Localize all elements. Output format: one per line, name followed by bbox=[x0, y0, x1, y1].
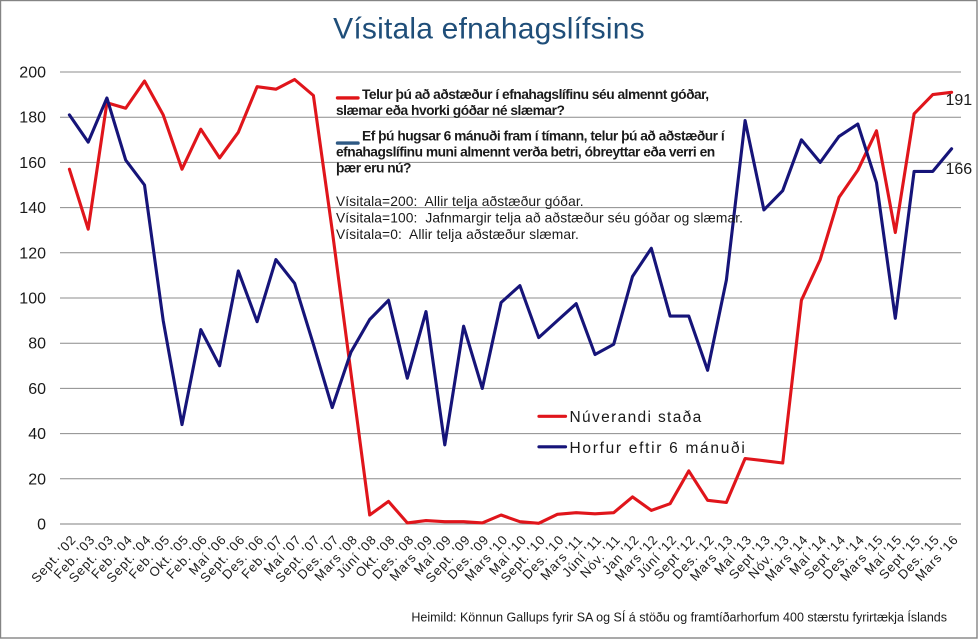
svg-text:191: 191 bbox=[946, 92, 973, 109]
svg-text:slæmar eða hvorki góðar né slæ: slæmar eða hvorki góðar né slæmar? bbox=[336, 103, 564, 118]
svg-text:166: 166 bbox=[946, 161, 973, 178]
svg-text:20: 20 bbox=[28, 471, 46, 488]
svg-text:Vísitala=0: Allir telja aðstæ: Vísitala=0: Allir telja aðstæður slæmar. bbox=[336, 227, 579, 242]
svg-text:60: 60 bbox=[28, 381, 46, 398]
svg-text:180: 180 bbox=[19, 110, 46, 127]
svg-text:0: 0 bbox=[37, 517, 46, 534]
svg-text:Núverandi staða: Núverandi staða bbox=[570, 409, 703, 426]
svg-text:40: 40 bbox=[28, 426, 46, 443]
svg-text:Horfur eftir 6 mánuði: Horfur eftir 6 mánuði bbox=[570, 440, 747, 457]
svg-text:100: 100 bbox=[19, 291, 46, 308]
svg-text:Heimild: Könnun Gallups fyrir: Heimild: Könnun Gallups fyrir SA og SÍ á… bbox=[411, 610, 947, 625]
svg-text:140: 140 bbox=[19, 200, 46, 217]
svg-text:Vísitala efnahagslífsins: Vísitala efnahagslífsins bbox=[333, 13, 645, 46]
svg-text:200: 200 bbox=[19, 65, 46, 82]
svg-text:Telur þú að aðstæður í efnahag: Telur þú að aðstæður í efnahagslífinu sé… bbox=[362, 87, 709, 102]
svg-text:80: 80 bbox=[28, 336, 46, 353]
svg-text:Vísitala=100: Jafnmargir telj: Vísitala=100: Jafnmargir telja að aðstæð… bbox=[336, 211, 743, 226]
svg-text:Ef þú hugsar 6 mánuði fram í t: Ef þú hugsar 6 mánuði fram í tímann, tel… bbox=[362, 129, 726, 144]
svg-text:þær eru nú?: þær eru nú? bbox=[336, 161, 411, 176]
svg-text:160: 160 bbox=[19, 155, 46, 172]
svg-text:Vísitala=200: Allir telja aðs: Vísitala=200: Allir telja aðstæður góðar… bbox=[336, 194, 584, 209]
svg-text:efnahagslífinu muni almennt ve: efnahagslífinu muni almennt verða betri,… bbox=[336, 145, 715, 160]
svg-text:120: 120 bbox=[19, 245, 46, 262]
